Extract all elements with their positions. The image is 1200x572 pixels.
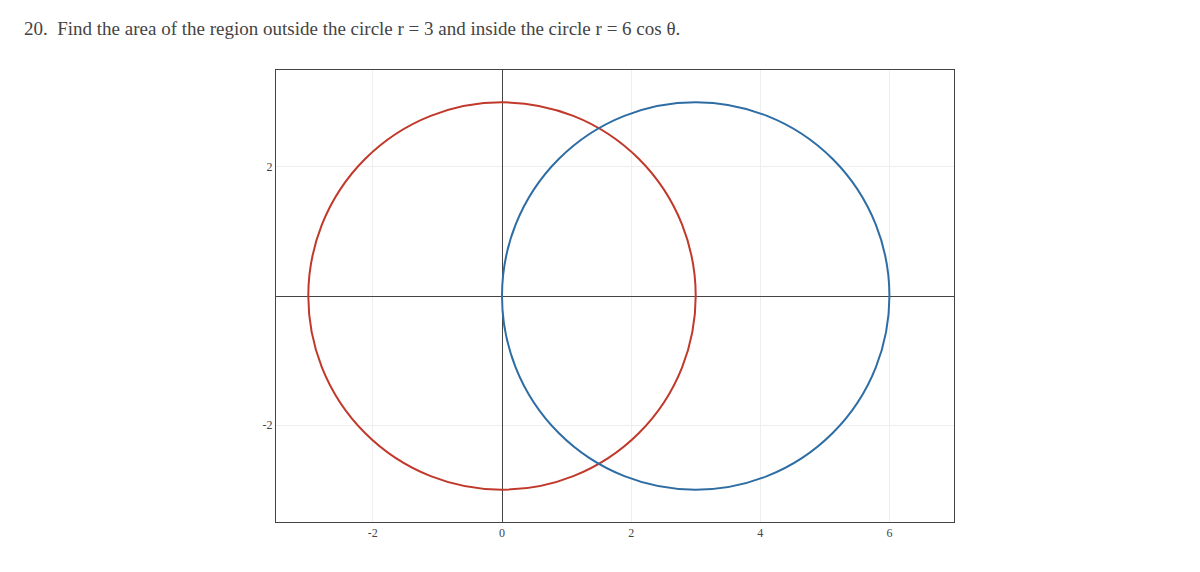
svg-text:0: 0 (499, 526, 505, 540)
svg-text:2: 2 (267, 160, 273, 174)
svg-text:-2: -2 (368, 526, 378, 540)
svg-text:20. Find the area of the regi: 20. Find the area of the region outside … (24, 18, 680, 39)
svg-text:4: 4 (757, 526, 763, 540)
svg-text:6: 6 (886, 526, 892, 540)
svg-text:-2: -2 (263, 418, 273, 432)
svg-text:2: 2 (628, 526, 634, 540)
